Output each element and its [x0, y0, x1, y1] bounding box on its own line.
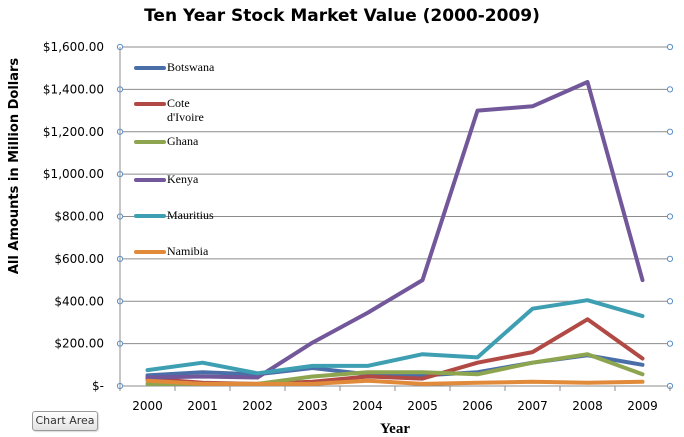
x-tick-label: 2004 [352, 399, 383, 413]
series-lines [145, 80, 645, 386]
x-tick-label: 2003 [297, 399, 328, 413]
axis-ticks: $- $200.00 $400.00 $600.00 $800.00 $1,000.00 $… [43, 40, 671, 413]
legend-label: Mauritius [167, 208, 214, 222]
x-tick-label: 2005 [407, 399, 438, 413]
chart-title: Ten Year Stock Market Value (2000-2009) [144, 6, 540, 26]
y-tick-label: $1,600.00 [43, 40, 104, 54]
legend-label: Cote d'Ivoire [167, 96, 204, 124]
series-line-namibia [145, 378, 645, 386]
legend-label: Botswana [167, 60, 215, 74]
legend-label: Namibia [167, 244, 209, 258]
y-tick-label: $1,000.00 [43, 167, 104, 181]
y-tick-label: $- [92, 379, 104, 393]
x-tick-label: 2006 [462, 399, 493, 413]
gridline-handle-right [666, 255, 674, 262]
y-tick-label: $1,200.00 [43, 125, 104, 139]
gridline-handle-right [666, 340, 674, 347]
gridline-handle-right [666, 86, 674, 93]
gridline-handle-right [666, 298, 674, 305]
y-tick-label: $400.00 [54, 294, 104, 308]
x-tick-label: 2002 [242, 399, 273, 413]
gridlines [116, 43, 674, 390]
y-tick-label: $1,400.00 [43, 82, 104, 96]
y-tick-label: $800.00 [54, 210, 104, 224]
gridline-handle-right [666, 171, 674, 178]
gridline-handle-right [666, 213, 674, 220]
legend-label: Ghana [167, 134, 199, 148]
gridline-handle-right [666, 43, 674, 51]
y-tick-label: $200.00 [54, 337, 104, 351]
legend: Botswana Cote d'Ivoire Ghana Kenya Mauritius N… [134, 60, 215, 258]
x-tick-label: 2008 [572, 399, 603, 413]
y-axis-label: All Amounts in Million Dollars [7, 58, 22, 275]
x-tick-label: 2007 [517, 399, 548, 413]
y-tick-label: $600.00 [54, 252, 104, 266]
series-line-kenya [145, 80, 645, 380]
x-tick-label: 2009 [627, 399, 658, 413]
x-tick-label: 2000 [132, 399, 163, 413]
x-axis-label: Year [380, 421, 410, 437]
series-line-mauritius [145, 298, 645, 376]
legend-label: Kenya [167, 172, 199, 186]
x-tick-label: 2001 [187, 399, 218, 413]
chart-area-button[interactable]: Chart Area [32, 411, 98, 431]
gridline-handle-right [666, 128, 674, 135]
